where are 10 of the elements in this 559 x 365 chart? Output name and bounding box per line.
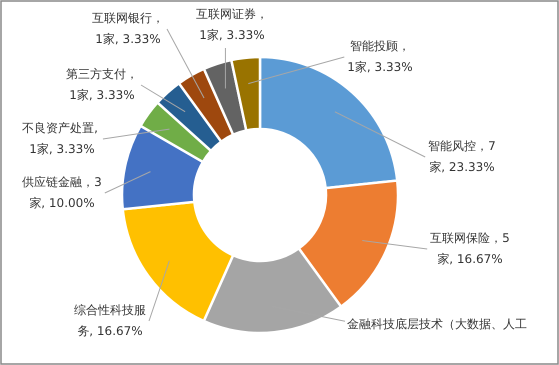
slice-label: 互联网证券，1家, 3.33%: [196, 7, 268, 42]
slice-label: 互联网银行，1家, 3.33%: [92, 11, 164, 46]
slice-label: 第三方支付，1家, 3.33%: [66, 67, 138, 102]
slice-label: 金融科技底层技术（大数据、人工: [347, 317, 527, 331]
slice-label: 综合性科技服务, 16.67%: [74, 303, 146, 338]
slice-label: 智能投顾，1家, 3.33%: [347, 39, 413, 74]
slice-label: 智能风控，7家, 23.33%: [428, 139, 496, 174]
slice-label: 供应链金融，3家, 10.00%: [22, 175, 102, 210]
slice-label: 互联网保险，5家, 16.67%: [430, 231, 510, 266]
slice-label: 不良资产处置, 1家, 3.33%: [22, 121, 102, 156]
